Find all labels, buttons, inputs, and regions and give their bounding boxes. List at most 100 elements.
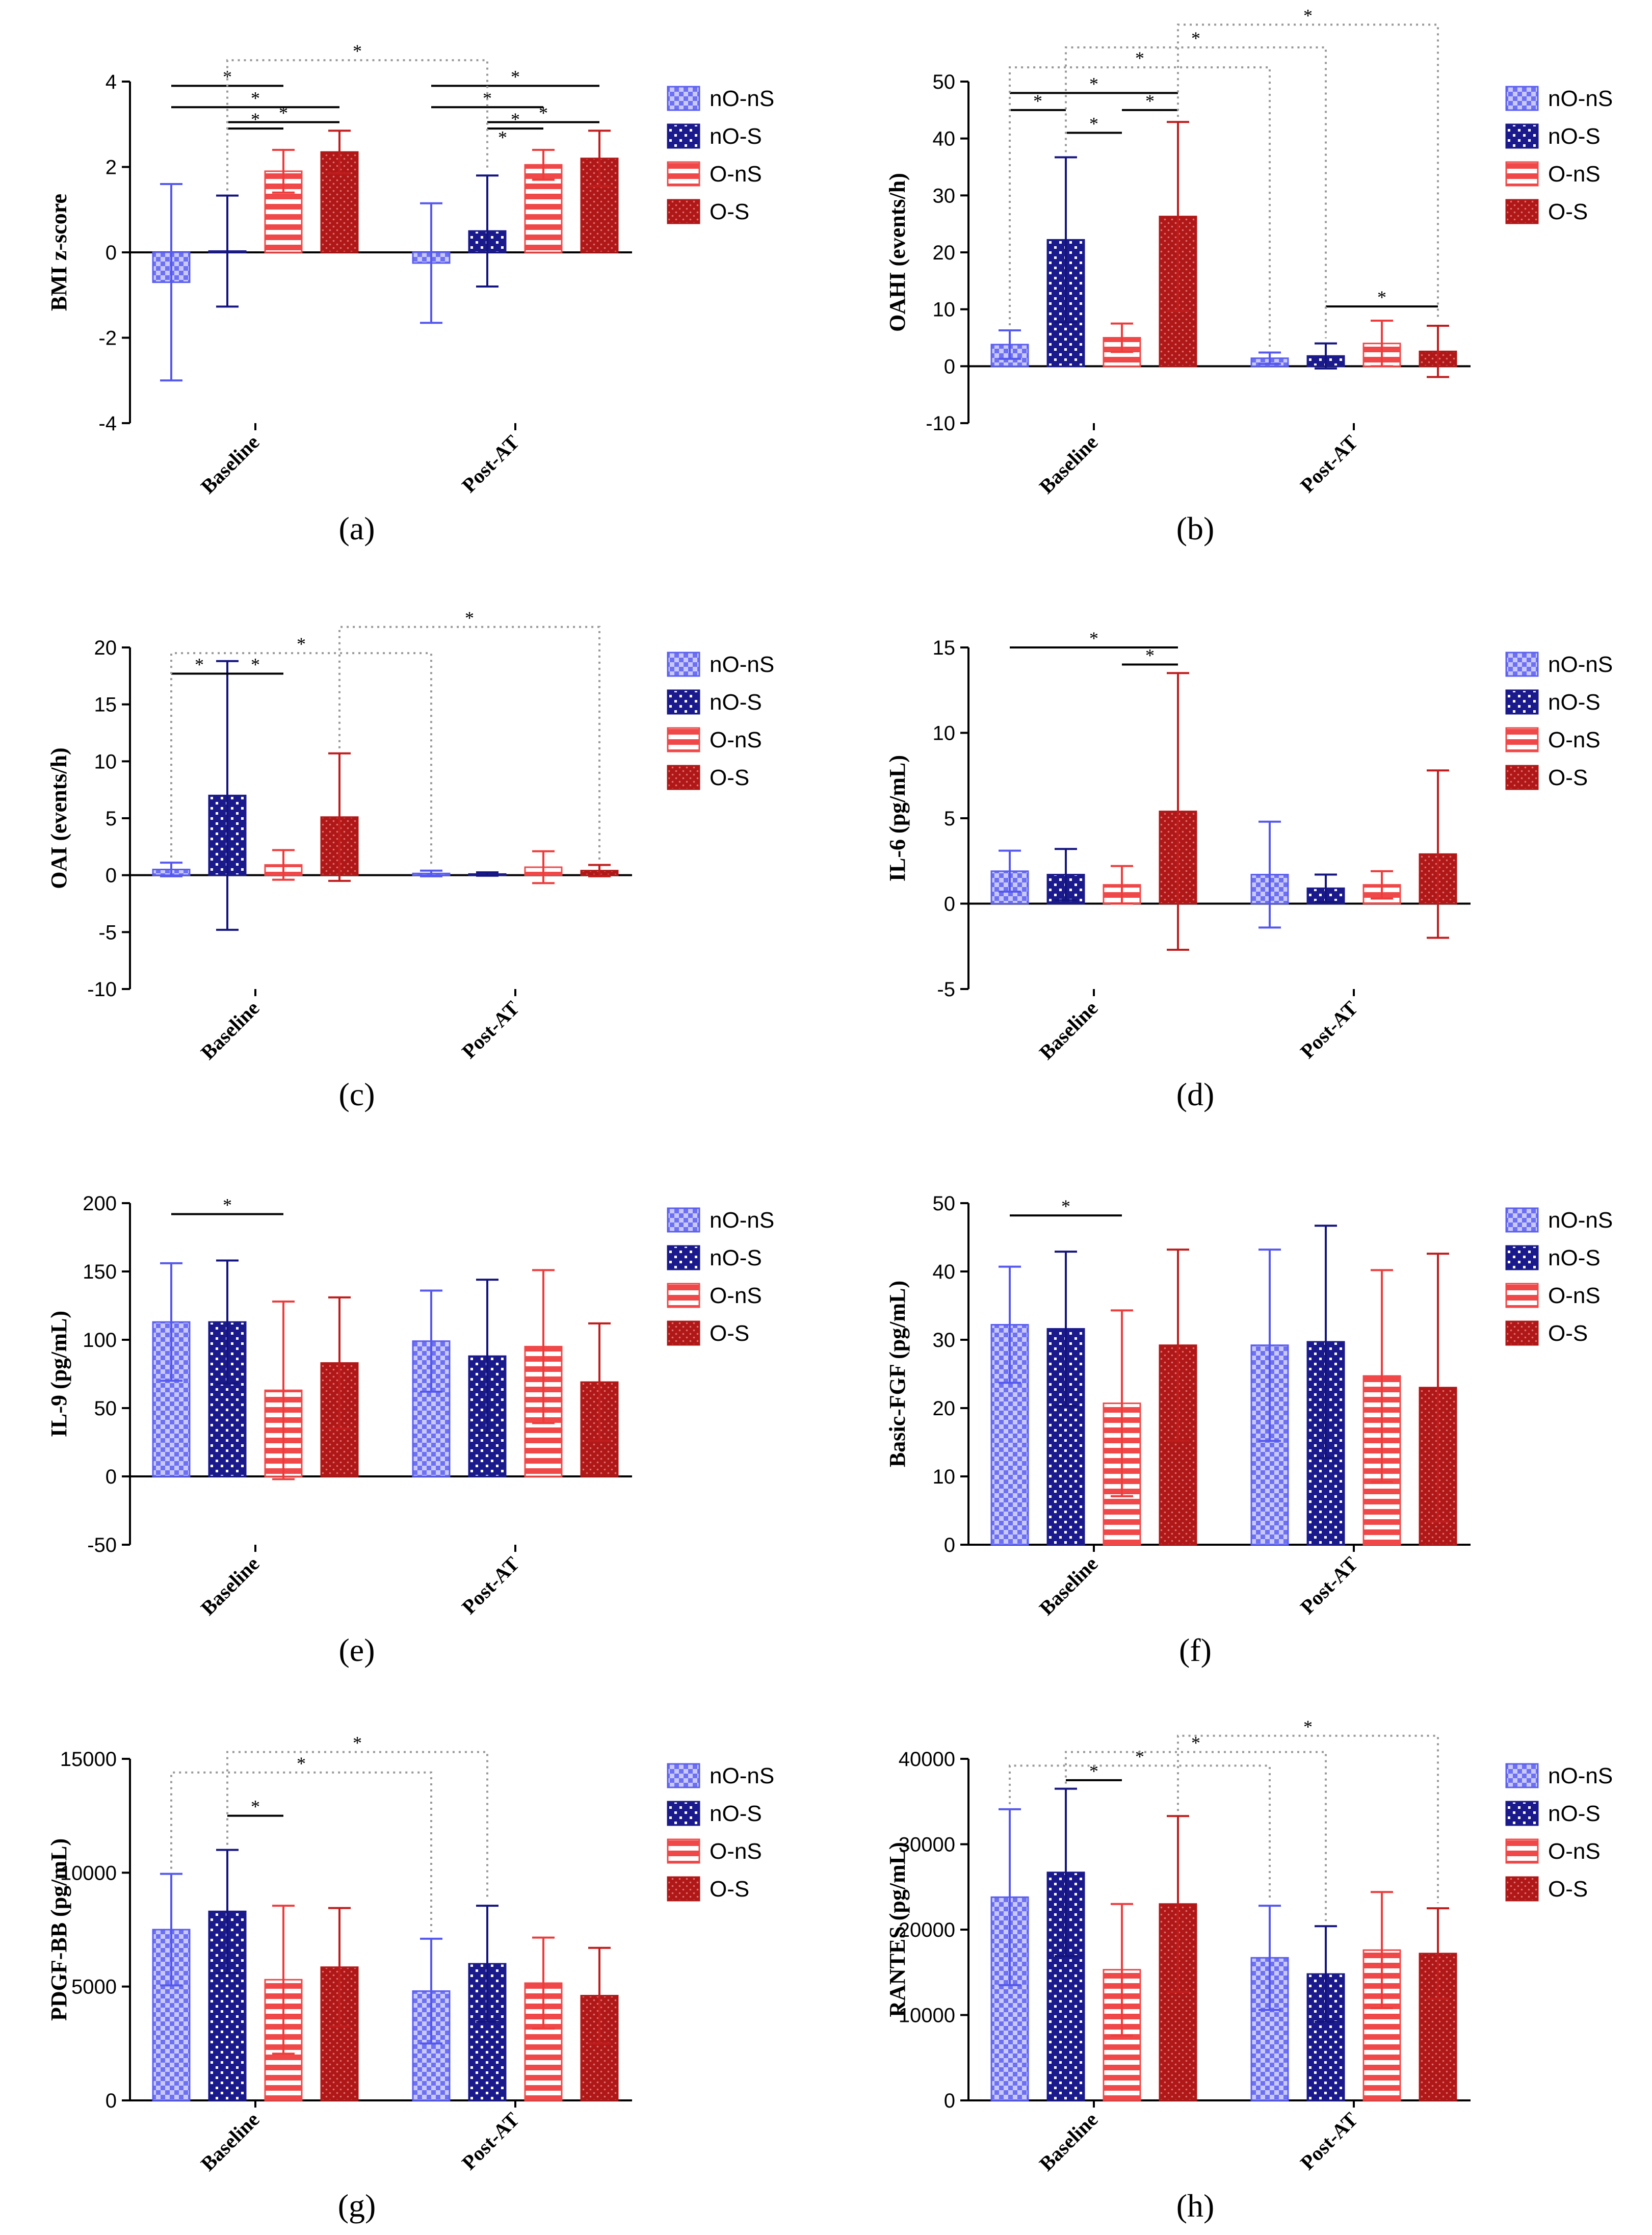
panel-label: (g) <box>338 2188 376 2224</box>
significance-star: * <box>251 88 260 108</box>
panel-e: -50 0 50 100 150 200 IL-9 (pg/mL) Baseline Post-… <box>46 1192 774 1668</box>
legend-label-O-nS: O-nS <box>710 1839 762 1864</box>
legend-label-O-nS: O-nS <box>710 1283 762 1308</box>
y-tick-label: 0 <box>944 355 955 378</box>
legend-label-O-nS: O-nS <box>1548 1839 1601 1864</box>
significance-star: * <box>353 1733 362 1753</box>
legend-swatch-nO-S <box>667 1245 700 1270</box>
y-tick-label: 15000 <box>60 1748 117 1771</box>
significance-star: * <box>251 654 260 674</box>
x-tick-label: Post-AT <box>1296 2108 1362 2174</box>
y-tick-label: 0 <box>106 242 117 264</box>
legend-swatch-O-nS <box>1505 1838 1539 1864</box>
significance-bracket-dotted <box>338 626 600 860</box>
significance-star: * <box>1061 1196 1070 1216</box>
y-tick-label: 30 <box>933 185 956 207</box>
y-tick-label: -10 <box>926 412 955 435</box>
y-tick-label: 0 <box>944 1534 955 1556</box>
significance-star: * <box>223 66 232 87</box>
y-axis-title: IL-6 (pg/mL) <box>885 755 910 881</box>
y-tick-label: 200 <box>83 1192 117 1215</box>
x-tick-label: Baseline <box>196 997 264 1064</box>
y-tick-label: 0 <box>944 893 955 916</box>
legend-swatch-O-nS <box>1505 727 1539 752</box>
significance-star: * <box>1145 645 1155 666</box>
y-tick-label: 10000 <box>60 1862 117 1884</box>
legend-label-O-S: O-S <box>1548 1321 1588 1346</box>
legend-swatch-O-S <box>667 199 700 224</box>
y-axis-title: OAHI (events/h) <box>885 173 910 332</box>
significance-star: * <box>1377 287 1386 307</box>
significance-star: * <box>1033 91 1042 111</box>
significance-star: * <box>251 109 260 129</box>
x-tick-label: Post-AT <box>1296 1552 1362 1619</box>
significance-star: * <box>465 608 474 628</box>
significance-star: * <box>1145 91 1155 111</box>
legend-label-nO-S: nO-S <box>710 1245 762 1270</box>
significance-star: * <box>1089 628 1098 648</box>
y-tick-label: 30 <box>933 1329 956 1352</box>
significance-star: * <box>1191 1733 1200 1753</box>
panel-c: -10 -5 0 5 10 15 20 OAI (events/h) Baseline Post-… <box>46 608 774 1112</box>
y-tick-label: 20 <box>94 637 117 659</box>
significance-star: * <box>498 127 507 147</box>
panel-label: (c) <box>338 1076 375 1112</box>
y-tick-label: -5 <box>937 978 955 1001</box>
legend-label-nO-S: nO-S <box>1548 1801 1601 1826</box>
significance-star: * <box>1089 114 1098 134</box>
significance-star: * <box>1135 1746 1144 1766</box>
panel-b: -10 0 10 20 30 40 50 OAHI (events/h) Baseline Pos… <box>885 5 1613 547</box>
y-axis-title: RANTES (pg/mL) <box>885 1842 910 2017</box>
significance-star: * <box>511 109 520 129</box>
significance-bracket-dotted <box>226 1751 488 1901</box>
significance-star: * <box>1135 48 1144 68</box>
legend-swatch-nO-nS <box>667 1763 700 1788</box>
panel-label: (d) <box>1176 1076 1215 1112</box>
legend-label-nO-nS: nO-nS <box>1548 1763 1613 1788</box>
y-tick-label: -2 <box>98 327 117 350</box>
y-tick-label: 20 <box>933 242 956 264</box>
y-tick-label: 0 <box>106 865 117 887</box>
significance-bracket-dotted <box>1177 23 1439 321</box>
y-tick-label: 10 <box>933 299 956 321</box>
y-tick-label: 0 <box>944 2090 955 2112</box>
legend-label-nO-S: nO-S <box>710 1801 762 1826</box>
legend-swatch-O-nS <box>667 727 700 752</box>
panel-d: -5 0 5 10 15 IL-6 (pg/mL) Baseline Post-AT * * nO-… <box>885 628 1613 1112</box>
y-tick-label: -50 <box>87 1534 117 1556</box>
x-tick-label: Baseline <box>1035 997 1102 1064</box>
significance-bracket-dotted <box>170 1771 432 1934</box>
legend-label-nO-nS: nO-nS <box>1548 652 1613 677</box>
y-tick-label: 10 <box>933 722 956 745</box>
legend-swatch-nO-nS <box>667 86 700 111</box>
legend-label-nO-S: nO-S <box>1548 124 1601 149</box>
legend-label-O-S: O-S <box>1548 199 1588 224</box>
legend-swatch-nO-S <box>667 123 700 149</box>
y-tick-label: 2 <box>106 157 117 179</box>
y-tick-label: 20000 <box>899 1919 955 1941</box>
significance-star: * <box>539 103 548 123</box>
legend-swatch-O-S <box>667 765 700 790</box>
y-tick-label: -4 <box>98 412 117 435</box>
significance-star: * <box>1191 28 1200 48</box>
significance-star: * <box>353 41 362 61</box>
legend-label-nO-S: nO-S <box>1548 1245 1601 1270</box>
x-tick-label: Post-AT <box>457 2108 524 2174</box>
legend-swatch-nO-S <box>1505 689 1539 715</box>
x-tick-label: Post-AT <box>457 430 524 497</box>
significance-star: * <box>251 1797 260 1817</box>
legend-label-O-nS: O-nS <box>1548 162 1601 187</box>
panel-label: (a) <box>338 510 375 547</box>
x-tick-label: Baseline <box>196 431 264 498</box>
legend-swatch-O-S <box>1505 765 1539 790</box>
y-tick-label: 5000 <box>71 1976 117 1998</box>
y-tick-label: 150 <box>83 1261 117 1283</box>
y-tick-label: 40000 <box>899 1748 955 1771</box>
x-tick-label: Post-AT <box>457 996 524 1063</box>
legend-swatch-nO-nS <box>1505 1763 1539 1788</box>
panel-h: 0 10000 20000 30000 40000 RANTES (pg/mL) Basel… <box>885 1717 1613 2224</box>
legend-label-O-nS: O-nS <box>710 162 762 187</box>
legend-swatch-nO-S <box>1505 1245 1539 1270</box>
